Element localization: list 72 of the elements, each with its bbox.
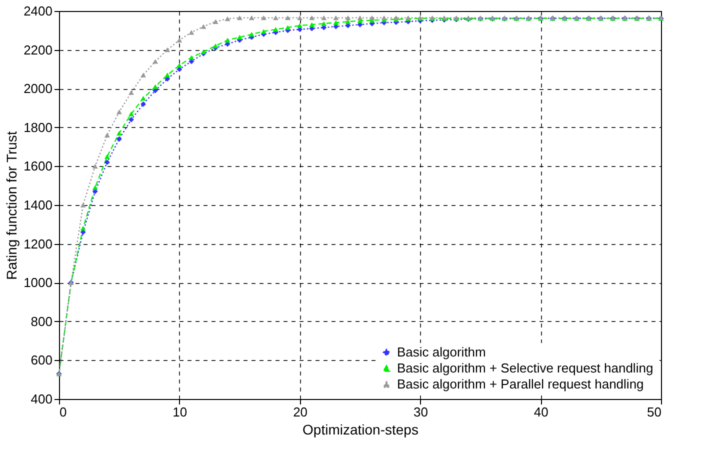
point [104,132,110,138]
point [285,25,290,30]
point [80,226,86,231]
y-tick-label: 400 [30,392,52,406]
point [92,185,98,190]
point [116,110,122,114]
point [333,20,339,26]
point [116,130,122,136]
point [321,15,327,20]
x-tick-label: 40 [534,404,548,420]
point [164,72,170,78]
y-tick-label: 1000 [24,275,52,290]
point [140,72,146,78]
point [248,15,254,20]
point [248,32,254,37]
point [357,15,363,20]
point [224,16,230,22]
y-tick-label: 2400 [24,4,52,18]
x-tick-label: 50 [647,404,662,420]
point [285,15,290,20]
point [104,154,110,159]
point [176,62,182,68]
point [176,38,182,42]
y-axis-title: Rating function for Trust [4,131,20,280]
point [92,164,98,169]
point [200,24,206,29]
point [297,15,303,20]
y-tick-label: 1600 [24,158,52,174]
x-tick-label: 30 [413,404,428,420]
legend-label: Basic algorithm + Parallel request handling [397,376,644,392]
y-tick-label: 800 [30,314,52,329]
point [152,59,158,64]
point [260,29,266,34]
point [309,15,315,20]
y-tick-label: 1400 [24,198,52,212]
point [260,15,266,20]
x-tick-label: 20 [293,404,308,420]
y-tick-label: 600 [30,352,52,368]
x-axis-title: Optimization-steps [302,422,418,438]
point [345,15,351,20]
point [333,15,339,20]
point [128,90,134,95]
y-tick-label: 1200 [24,236,52,252]
y-tick-label: 1800 [24,120,52,135]
legend-label: Basic algorithm + Selective request handling [397,360,654,376]
point [212,44,218,48]
point [236,34,242,40]
point [236,15,242,20]
point [128,116,134,122]
point [309,22,315,27]
x-tick-label: 10 [172,404,188,420]
point [128,111,134,116]
point [152,84,158,90]
point [272,15,278,20]
point [272,27,278,32]
point [164,47,170,52]
y-tick-label: 2200 [24,42,52,58]
point [369,15,375,20]
point [140,96,146,101]
point [212,19,218,24]
point [140,101,146,107]
point [297,23,303,28]
x-tick-label: 0 [60,404,67,420]
legend-label: Basic algorithm [397,344,486,360]
point [224,38,230,42]
point [80,202,86,208]
point [188,55,194,60]
point [321,21,327,26]
y-tick-label: 2000 [24,81,52,96]
point [188,30,194,35]
point [116,136,122,142]
point [104,160,110,166]
